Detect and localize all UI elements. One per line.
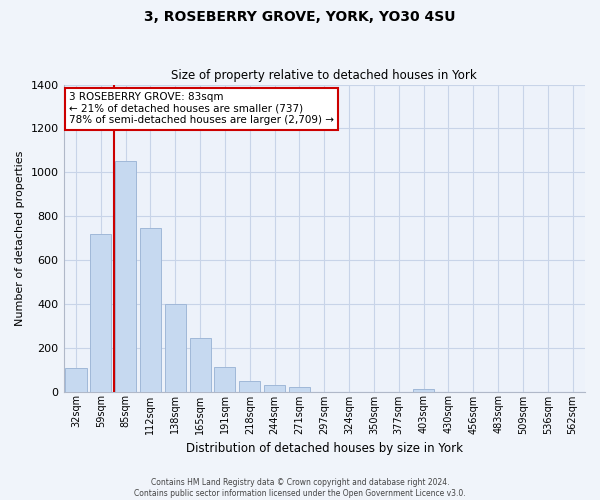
Title: Size of property relative to detached houses in York: Size of property relative to detached ho… bbox=[172, 69, 477, 82]
Y-axis label: Number of detached properties: Number of detached properties bbox=[15, 150, 25, 326]
Bar bbox=[190, 338, 211, 392]
Text: 3, ROSEBERRY GROVE, YORK, YO30 4SU: 3, ROSEBERRY GROVE, YORK, YO30 4SU bbox=[144, 10, 456, 24]
Bar bbox=[165, 304, 186, 392]
Text: Contains HM Land Registry data © Crown copyright and database right 2024.
Contai: Contains HM Land Registry data © Crown c… bbox=[134, 478, 466, 498]
Bar bbox=[65, 368, 86, 392]
Bar bbox=[264, 386, 285, 392]
Bar bbox=[90, 234, 112, 392]
Text: 3 ROSEBERRY GROVE: 83sqm
← 21% of detached houses are smaller (737)
78% of semi-: 3 ROSEBERRY GROVE: 83sqm ← 21% of detach… bbox=[69, 92, 334, 126]
X-axis label: Distribution of detached houses by size in York: Distribution of detached houses by size … bbox=[186, 442, 463, 455]
Bar bbox=[214, 367, 235, 392]
Bar bbox=[239, 380, 260, 392]
Bar bbox=[289, 386, 310, 392]
Bar bbox=[115, 162, 136, 392]
Bar bbox=[140, 228, 161, 392]
Bar bbox=[413, 389, 434, 392]
